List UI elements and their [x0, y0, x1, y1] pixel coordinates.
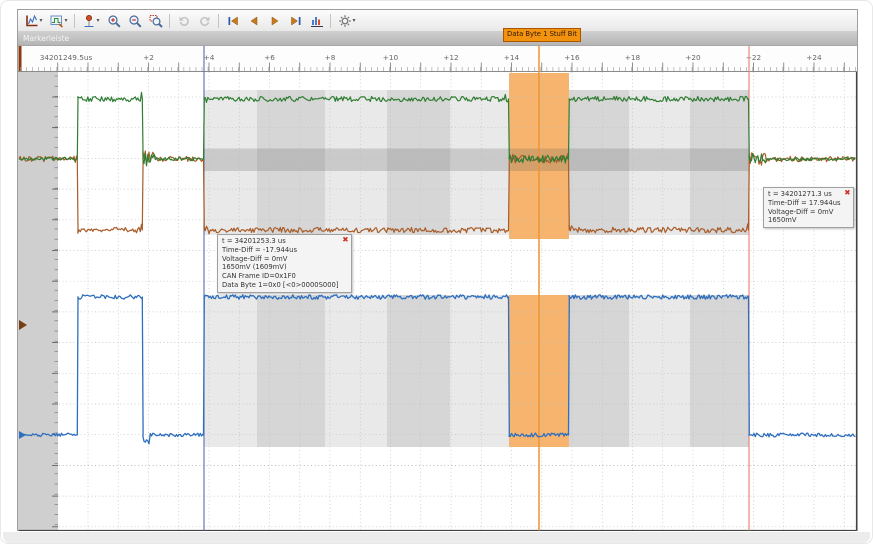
- tooltip-line: Voltage-Diff = 0mV: [222, 254, 288, 263]
- zoom-out-button[interactable]: [125, 11, 145, 30]
- bit-stripe: [569, 90, 629, 235]
- cursor-tooltip-right: ✖ t = 34201271.3 us Time-Diff = 17.944us V…: [763, 187, 854, 229]
- axis-tick-label: +12: [443, 53, 458, 62]
- bit-stripe: [450, 295, 509, 447]
- bit-stripe: [325, 90, 387, 235]
- bit-stripe: [690, 90, 749, 235]
- bit-stripe: [629, 90, 690, 235]
- analyzer-window: ▾ ▾ ▾ ▾ Markerleiste Data Byte 1 Stuff Bit …: [17, 9, 858, 531]
- tooltip-line: CAN Frame ID=0x1F0: [222, 272, 296, 281]
- marker-bar: Markerleiste: [18, 32, 857, 46]
- axis-tick-label: +6: [264, 53, 275, 62]
- bit-stripe: [629, 295, 690, 447]
- redo-icon: [199, 16, 210, 26]
- zoom-in-button[interactable]: [104, 11, 124, 30]
- nav-prev-icon: [250, 16, 257, 25]
- axis-tick-label: +4: [204, 53, 215, 62]
- tooltip-line: t = 34201271.3 us: [768, 190, 832, 198]
- toolbar-separator: [74, 13, 76, 28]
- bit-stripe: [387, 90, 450, 235]
- tooltip-line: t = 34201253.3 us: [222, 237, 286, 245]
- waveform-plot[interactable]: 34201249.5us +2 +4 +6 +8 +10 +12 +14 +16 +18 +20 +2…: [18, 46, 857, 531]
- zoom-in-icon: [107, 14, 121, 28]
- marker-pin-icon: [84, 14, 94, 27]
- axis-tick-label: +18: [625, 53, 641, 62]
- nav-first-icon: [228, 16, 238, 25]
- nav-last-icon: [290, 16, 301, 25]
- signal-chart-icon: [50, 15, 63, 28]
- marker-bar-label: Markerleiste: [23, 34, 70, 43]
- recessive-level-band: [204, 148, 749, 171]
- bit-stripe: [257, 90, 325, 235]
- bit-stripe: [204, 90, 257, 235]
- marker-pin-button[interactable]: ▾: [79, 11, 103, 30]
- trace-can-h: [18, 91, 856, 167]
- nav-next-button[interactable]: [265, 11, 285, 30]
- signal-chart-button[interactable]: ▾: [47, 11, 71, 30]
- toolbar-separator: [218, 13, 220, 28]
- tooltip-line: Time-Diff = 17.944us: [768, 198, 841, 207]
- cursor-tooltip-left: ✖ t = 34201253.3 us Time-Diff = -17.944us…: [217, 234, 352, 293]
- chevron-down-icon: ▾: [39, 16, 43, 24]
- measurement-chart-icon: [310, 16, 323, 27]
- page-bottom-strip: [3, 532, 870, 543]
- nav-first-button[interactable]: [223, 11, 243, 30]
- chevron-down-icon: ▾: [64, 16, 68, 24]
- axis-tick-label: +14: [504, 53, 520, 62]
- axis-tick-label: +2: [143, 53, 154, 62]
- axis-tick-label: +10: [383, 53, 399, 62]
- zoom-out-icon: [128, 14, 142, 28]
- measurement-chart-button[interactable]: [307, 11, 327, 30]
- trace-can-digital: [19, 294, 856, 445]
- bit-stripe: [690, 295, 749, 447]
- axis-tick-label: +24: [806, 53, 822, 62]
- axis-origin-marker: [18, 46, 22, 71]
- chevron-down-icon: ▾: [96, 16, 100, 24]
- axis-tick-label: +16: [564, 53, 580, 62]
- undo-button[interactable]: [174, 11, 194, 30]
- trace-can-l: [18, 150, 856, 235]
- close-icon[interactable]: ✖: [844, 188, 851, 197]
- waveform-chart-icon: [25, 14, 37, 26]
- tooltip-line: Data Byte 1=0x0 [<0>0000S000]: [222, 280, 339, 289]
- axis-tick-label: 34201249.5us: [40, 53, 93, 62]
- bit-stripe: [569, 295, 629, 447]
- y-ruler-strip: [18, 72, 58, 531]
- bit-stripe: [257, 295, 325, 447]
- time-axis-background: [18, 46, 857, 72]
- bit-stripe: [204, 295, 257, 447]
- zoom-selection-icon: [149, 14, 163, 28]
- redo-button[interactable]: [195, 11, 215, 30]
- close-icon[interactable]: ✖: [342, 235, 349, 244]
- tooltip-line: Time-Diff = -17.944us: [222, 245, 297, 254]
- bit-stripe: [325, 295, 387, 447]
- toolbar-separator: [169, 13, 171, 28]
- toolbar-separator: [330, 13, 332, 28]
- undo-icon: [179, 16, 189, 26]
- settings-icon: [338, 14, 351, 27]
- nav-last-button[interactable]: [286, 11, 306, 30]
- axis-tick-label: +8: [325, 53, 336, 62]
- tooltip-line: Voltage-Diff = 0mV: [768, 207, 834, 216]
- bit-stripe: [387, 295, 450, 447]
- axis-tick-label: +20: [685, 53, 701, 62]
- stuff-bit-flag[interactable]: Data Byte 1 Stuff Bit: [503, 28, 581, 42]
- zoom-selection-button[interactable]: [146, 11, 166, 30]
- nav-prev-button[interactable]: [244, 11, 264, 30]
- tooltip-line: 1650mV: [768, 216, 797, 225]
- can-l-channel-arrow: [19, 320, 27, 330]
- settings-button[interactable]: ▾: [335, 11, 359, 30]
- tooltip-line: 1650mV (1609mV): [222, 263, 287, 272]
- chevron-down-icon: ▾: [352, 16, 356, 24]
- nav-next-icon: [271, 16, 278, 25]
- toolbar: ▾ ▾ ▾ ▾: [18, 10, 857, 32]
- bit-stripe: [450, 90, 509, 235]
- waveform-chart-button[interactable]: ▾: [22, 11, 46, 30]
- axis-tick-label: +22: [746, 53, 761, 62]
